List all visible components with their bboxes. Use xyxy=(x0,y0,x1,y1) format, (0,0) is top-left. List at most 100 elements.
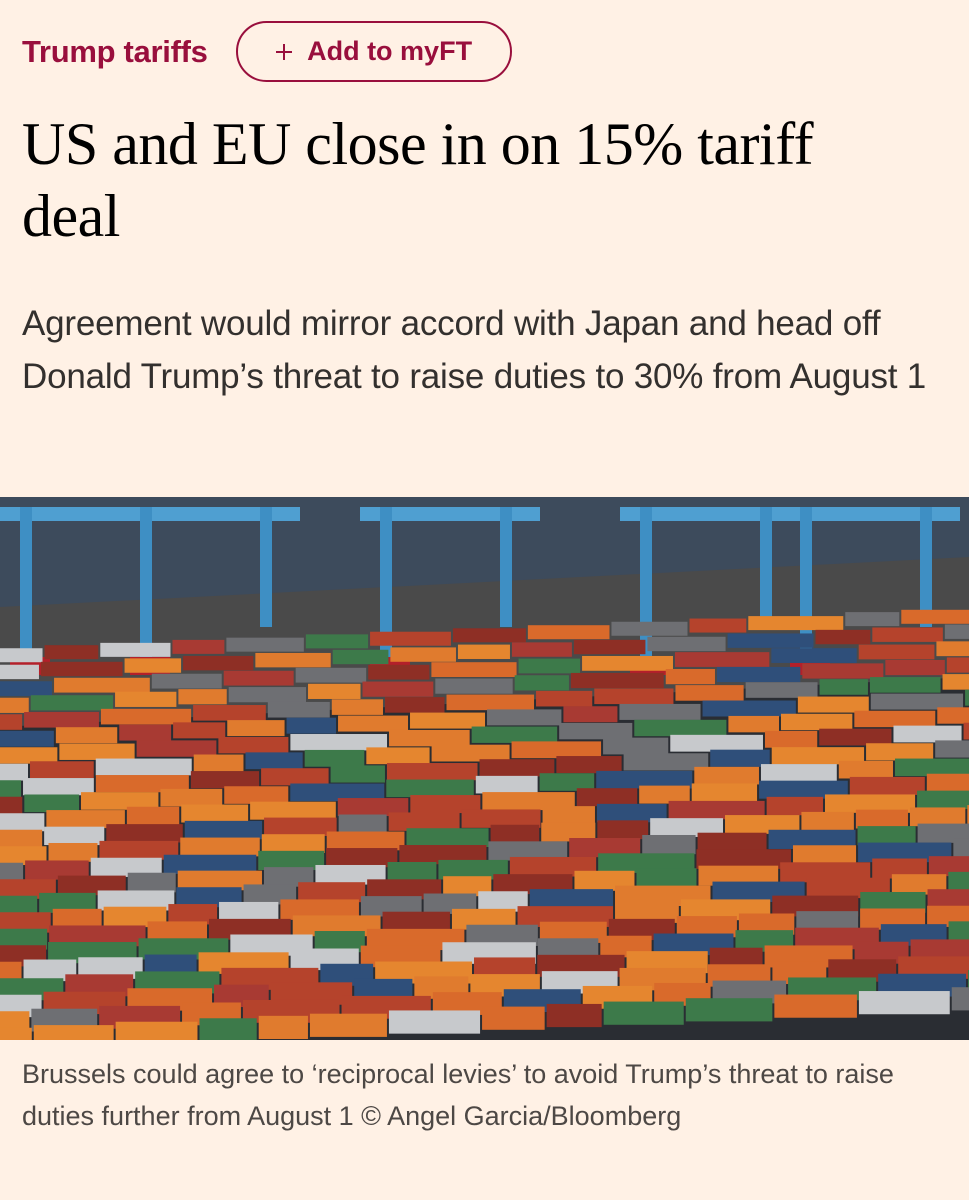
container xyxy=(728,715,779,733)
container xyxy=(623,753,709,771)
container xyxy=(410,712,486,729)
container xyxy=(136,740,217,757)
container xyxy=(479,759,555,777)
container xyxy=(866,743,934,761)
container xyxy=(845,612,900,627)
container xyxy=(0,813,45,832)
container xyxy=(270,982,353,1005)
container xyxy=(570,672,664,689)
container xyxy=(490,824,540,844)
container xyxy=(78,957,143,979)
container xyxy=(286,717,337,734)
container xyxy=(511,741,602,759)
container xyxy=(702,700,796,717)
container xyxy=(264,817,337,836)
container xyxy=(855,809,908,829)
container xyxy=(766,796,823,816)
container xyxy=(218,736,289,754)
container xyxy=(261,768,329,786)
container xyxy=(151,673,222,689)
container xyxy=(963,722,969,740)
container xyxy=(937,707,969,724)
container xyxy=(936,641,969,657)
container xyxy=(115,691,177,707)
container xyxy=(0,714,23,730)
crane-beam xyxy=(780,507,960,521)
container xyxy=(0,648,43,663)
container xyxy=(44,826,105,846)
container xyxy=(582,655,673,671)
container xyxy=(457,644,510,659)
container xyxy=(305,634,369,649)
container xyxy=(147,921,207,943)
container xyxy=(559,722,633,740)
container xyxy=(948,871,969,893)
container xyxy=(59,743,135,760)
container xyxy=(228,687,307,703)
container xyxy=(802,663,884,679)
container xyxy=(953,838,969,859)
container xyxy=(100,708,192,725)
container xyxy=(95,758,192,776)
container xyxy=(967,970,969,993)
container xyxy=(135,971,220,994)
container xyxy=(443,876,492,897)
container xyxy=(223,670,294,686)
container xyxy=(40,661,123,677)
container xyxy=(181,804,249,823)
container xyxy=(639,785,690,804)
container xyxy=(178,689,227,705)
container xyxy=(674,652,770,667)
container xyxy=(410,795,481,814)
container xyxy=(255,652,331,668)
container xyxy=(636,868,697,889)
container xyxy=(946,657,969,673)
container xyxy=(597,820,649,840)
container xyxy=(33,1025,114,1040)
container xyxy=(716,666,801,683)
container xyxy=(184,820,263,840)
container xyxy=(23,778,94,796)
container xyxy=(370,631,451,646)
container xyxy=(471,726,558,743)
container xyxy=(466,924,538,946)
container xyxy=(824,794,916,813)
container xyxy=(295,667,367,683)
container xyxy=(727,633,814,648)
container xyxy=(598,853,695,873)
container xyxy=(258,850,325,871)
container xyxy=(435,678,513,694)
add-to-myft-button[interactable]: Add to myFT xyxy=(235,21,512,82)
container xyxy=(518,658,581,674)
container xyxy=(542,806,595,825)
container xyxy=(48,842,98,862)
container xyxy=(199,1018,257,1040)
container xyxy=(488,841,568,861)
crane-leg xyxy=(500,507,512,627)
container xyxy=(670,734,763,752)
container xyxy=(967,805,969,824)
container xyxy=(710,749,770,767)
container xyxy=(308,683,361,699)
container xyxy=(180,837,260,857)
container xyxy=(942,674,969,690)
container xyxy=(951,987,969,1011)
crane-beam xyxy=(620,507,800,521)
container xyxy=(190,771,260,789)
container xyxy=(878,973,966,997)
container xyxy=(423,893,477,914)
container xyxy=(24,794,80,813)
container xyxy=(290,734,388,751)
container xyxy=(780,713,853,731)
container xyxy=(406,828,489,848)
container xyxy=(594,688,674,705)
container xyxy=(642,834,696,855)
container xyxy=(928,856,969,877)
container xyxy=(127,872,176,893)
container xyxy=(208,918,291,940)
container xyxy=(309,1013,387,1037)
container xyxy=(100,642,171,657)
container xyxy=(0,697,29,713)
topic-tag[interactable]: Trump tariffs xyxy=(22,33,208,69)
container xyxy=(697,832,767,852)
